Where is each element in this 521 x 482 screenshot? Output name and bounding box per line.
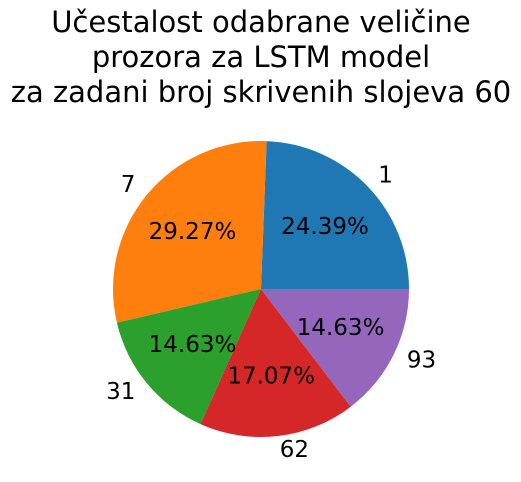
slice-label-62: 62 <box>280 437 309 463</box>
chart-title-line-1: Učestalost odabrane veličine <box>51 5 471 39</box>
slice-percent-93: 14.63% <box>297 315 385 341</box>
slice-label-93: 93 <box>407 348 436 374</box>
slice-label-1: 1 <box>378 163 393 189</box>
chart-title: Učestalost odabrane veličine prozora za … <box>11 5 512 109</box>
pie-slice-1 <box>261 141 409 289</box>
slice-label-31: 31 <box>106 379 135 405</box>
pie-slice-31 <box>116 289 261 425</box>
pie-labels: 1 24.39% 7 29.27% 31 14.63% 62 17.07% 93 14.63% <box>106 163 436 464</box>
slice-percent-62: 17.07% <box>227 364 315 390</box>
chart-title-line-3: za zadani broj skrivenih slojeva 60 <box>11 75 512 109</box>
pie-slice-62 <box>200 289 351 438</box>
slice-percent-7: 29.27% <box>149 219 237 245</box>
pie-slices <box>113 141 409 438</box>
pie-slice-93 <box>261 289 409 407</box>
slice-percent-31: 14.63% <box>149 332 237 358</box>
slice-label-7: 7 <box>121 172 136 198</box>
slice-percent-1: 24.39% <box>281 214 369 240</box>
pie-slice-7 <box>113 141 267 323</box>
chart-title-line-2: prozora za LSTM model <box>92 40 430 74</box>
